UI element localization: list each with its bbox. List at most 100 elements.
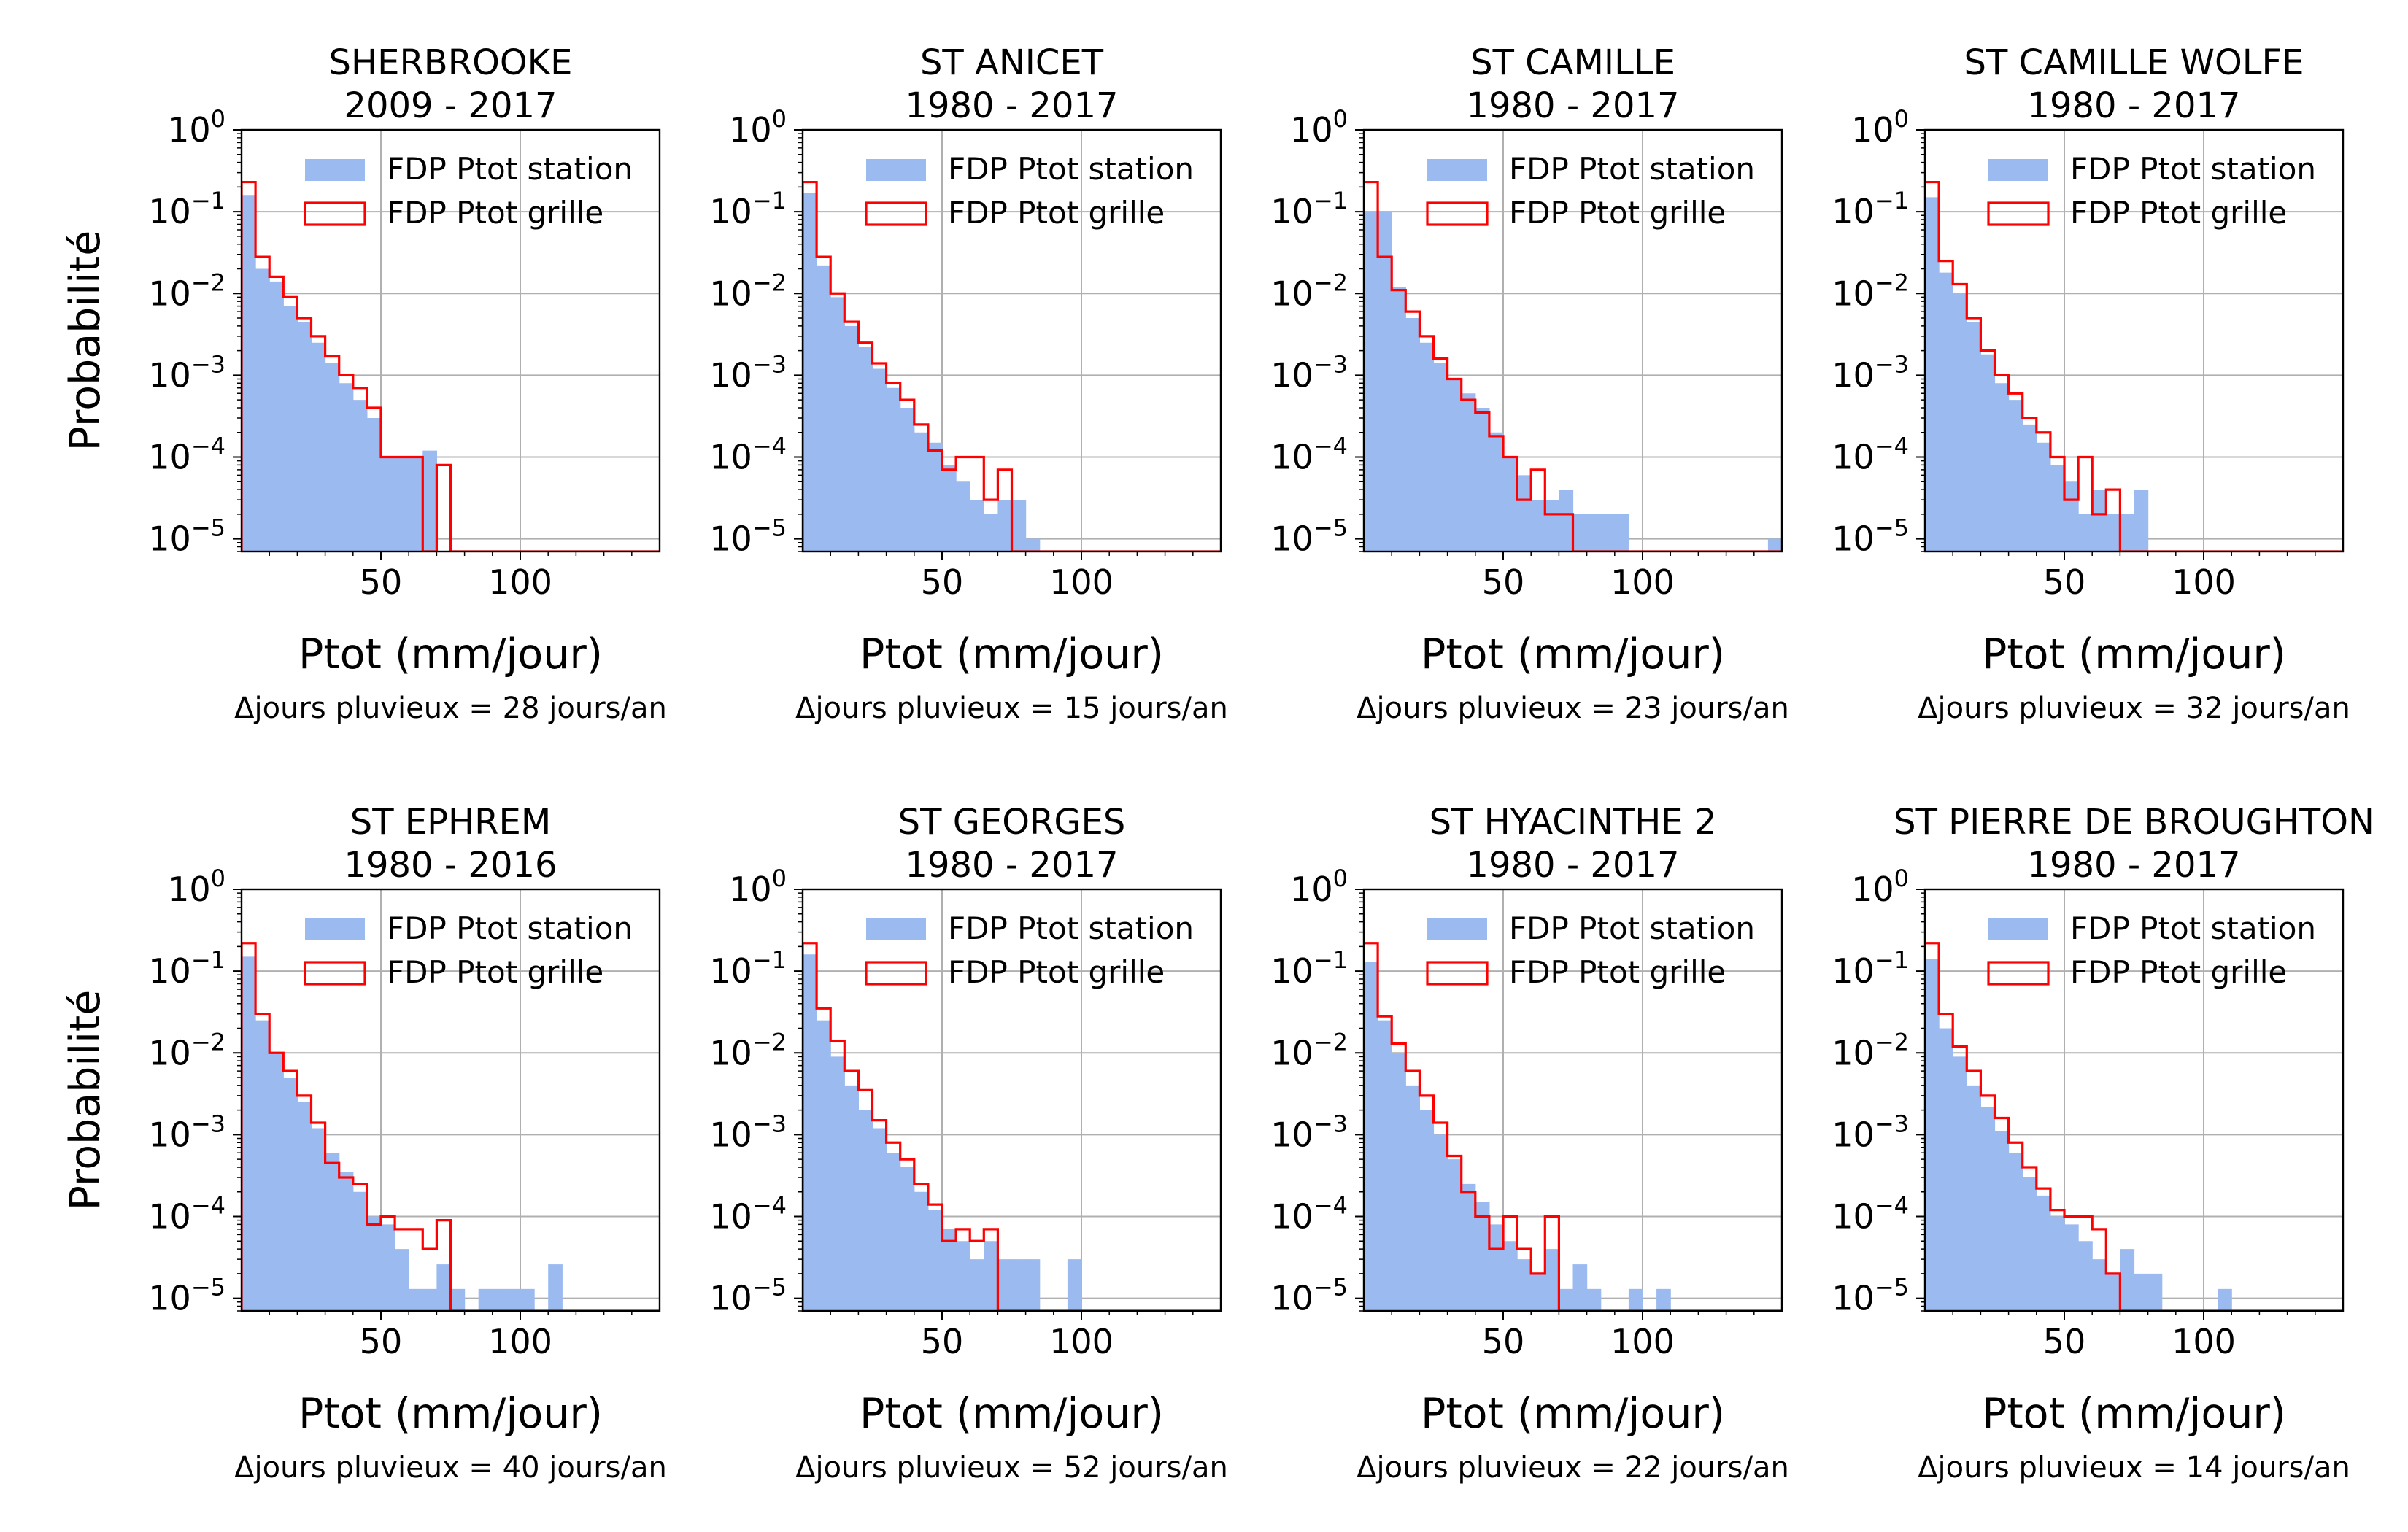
grille-step-line [242, 180, 660, 552]
station-bar [1461, 1183, 1476, 1311]
rainy-days-note: Δjours pluvieux = 40 jours/an [234, 1451, 667, 1485]
subplot-title: ST CAMILLE WOLFE [1964, 42, 2304, 83]
station-bar [1545, 500, 1559, 552]
y-tick-label: 10−1 [148, 187, 225, 231]
station-bar [1447, 379, 1462, 552]
station-bar [1405, 318, 1420, 552]
station-bar [1994, 383, 2010, 552]
station-bar [2050, 1216, 2065, 1311]
subplot-period: 1980 - 2017 [905, 845, 1118, 886]
x-axis-label: Ptot (mm/jour) [1421, 630, 1725, 678]
station-bar [1378, 212, 1392, 552]
x-axis-label: Ptot (mm/jour) [860, 630, 1164, 678]
station-bar [283, 306, 298, 552]
y-tick-label: 10−1 [1832, 946, 1909, 991]
station-bar [970, 500, 984, 552]
station-bar [2022, 424, 2037, 552]
x-axis-label: Ptot (mm/jour) [860, 1390, 1164, 1438]
station-bar [1628, 1288, 1643, 1311]
y-tick-label: 10−3 [709, 350, 787, 395]
axes-frame [1362, 128, 1783, 553]
station-bar [844, 1085, 859, 1311]
station-bar [1011, 1259, 1027, 1311]
subplot-title: ST CAMILLE [1470, 42, 1675, 83]
station-bar [297, 1102, 312, 1311]
station-bars [242, 195, 437, 552]
y-tick-label: 10−2 [1832, 1028, 1909, 1072]
x-tick-label: 100 [488, 562, 552, 602]
station-bar [872, 1128, 887, 1311]
station-bar [1392, 1053, 1406, 1311]
station-bar [1364, 962, 1378, 1311]
station-bar [381, 1224, 395, 1311]
station-bar [914, 1191, 929, 1311]
station-bar [409, 1288, 423, 1311]
station-bar [242, 195, 256, 552]
rainy-days-note: Δjours pluvieux = 22 jours/an [1357, 1451, 1789, 1485]
legend-station-label: FDP Ptot station [2070, 151, 2316, 187]
y-tick-label: 10−3 [1270, 350, 1348, 395]
station-bar [1586, 514, 1602, 552]
station-bar [1994, 1131, 2010, 1311]
station-bar [1433, 363, 1448, 552]
station-bar [2147, 1273, 2163, 1311]
station-bar [395, 1249, 409, 1311]
station-bar [1656, 1288, 1671, 1311]
legend-grille-label: FDP Ptot grille [948, 954, 1165, 990]
station-bar [1067, 1259, 1082, 1311]
subplot-period: 1980 - 2017 [1466, 85, 1679, 126]
x-tick-label: 50 [1482, 562, 1525, 602]
station-bar [817, 265, 831, 552]
station-bars [803, 954, 1082, 1311]
legend-grille-label: FDP Ptot grille [1509, 954, 1726, 990]
station-bar [255, 268, 270, 552]
station-bar [1967, 322, 1981, 552]
y-tick-label: 10−3 [148, 350, 225, 395]
legend-station-label: FDP Ptot station [387, 910, 633, 946]
legend-station-label: FDP Ptot station [387, 151, 633, 187]
station-bar [927, 1210, 943, 1311]
legend-grille-label: FDP Ptot grille [387, 195, 603, 231]
x-tick-label: 50 [2043, 562, 2086, 602]
station-bar [352, 400, 368, 552]
station-bar [1461, 393, 1476, 552]
station-bar [1447, 1159, 1462, 1311]
y-tick-label: 100 [1290, 105, 1348, 150]
station-bar [1364, 212, 1378, 552]
y-tick-label: 100 [1290, 864, 1348, 909]
station-bar [1545, 1249, 1559, 1311]
station-bar [1503, 457, 1518, 552]
x-axis-label: Ptot (mm/jour) [1982, 1390, 2286, 1438]
legend-grille-swatch [1987, 961, 2050, 986]
grille-step-line [1364, 180, 1782, 552]
y-tick-label: 10−2 [1270, 1028, 1348, 1072]
grille-step-line [1364, 942, 1782, 1311]
y-tick-label: 100 [729, 105, 787, 150]
legend-station-swatch [305, 159, 365, 181]
y-tick-label: 10−3 [709, 1110, 787, 1154]
legend: FDP Ptot station FDP Ptot grille [304, 151, 633, 231]
station-bar [2036, 1195, 2051, 1311]
station-bar [297, 322, 312, 552]
y-tick-label: 10−2 [148, 1028, 225, 1072]
y-tick-label: 10−3 [148, 1110, 225, 1154]
station-bar [1025, 1259, 1041, 1311]
y-tick-label: 100 [1851, 105, 1909, 150]
legend: FDP Ptot station FDP Ptot grille [1426, 910, 1755, 990]
subplot-6: 10−5 10−4 10−3 10−2 10−1 100 50 100 ST GEORGES19… [709, 802, 1228, 1485]
station-bar [1531, 1273, 1545, 1311]
rainy-days-note: Δjours pluvieux = 23 jours/an [1357, 692, 1789, 725]
subplot-7: 10−5 10−4 10−3 10−2 10−1 100 50 100 ST HYACINTHE… [1270, 802, 1789, 1485]
y-tick-label: 10−5 [1270, 1274, 1348, 1318]
station-bar [970, 1259, 984, 1311]
legend-grille-label: FDP Ptot grille [387, 954, 603, 990]
y-tick-label: 10−5 [709, 514, 787, 559]
station-bar [900, 407, 915, 552]
subplot-4: 10−5 10−4 10−3 10−2 10−1 100 50 100 ST CAMILLE W… [1832, 42, 2350, 725]
station-bar [2008, 1153, 2023, 1311]
station-bar [1392, 287, 1406, 552]
station-bar [366, 418, 382, 552]
legend-grille-swatch [1426, 201, 1489, 226]
y-axis-label: Probabilité [61, 231, 109, 452]
legend-station-label: FDP Ptot station [948, 910, 1194, 946]
